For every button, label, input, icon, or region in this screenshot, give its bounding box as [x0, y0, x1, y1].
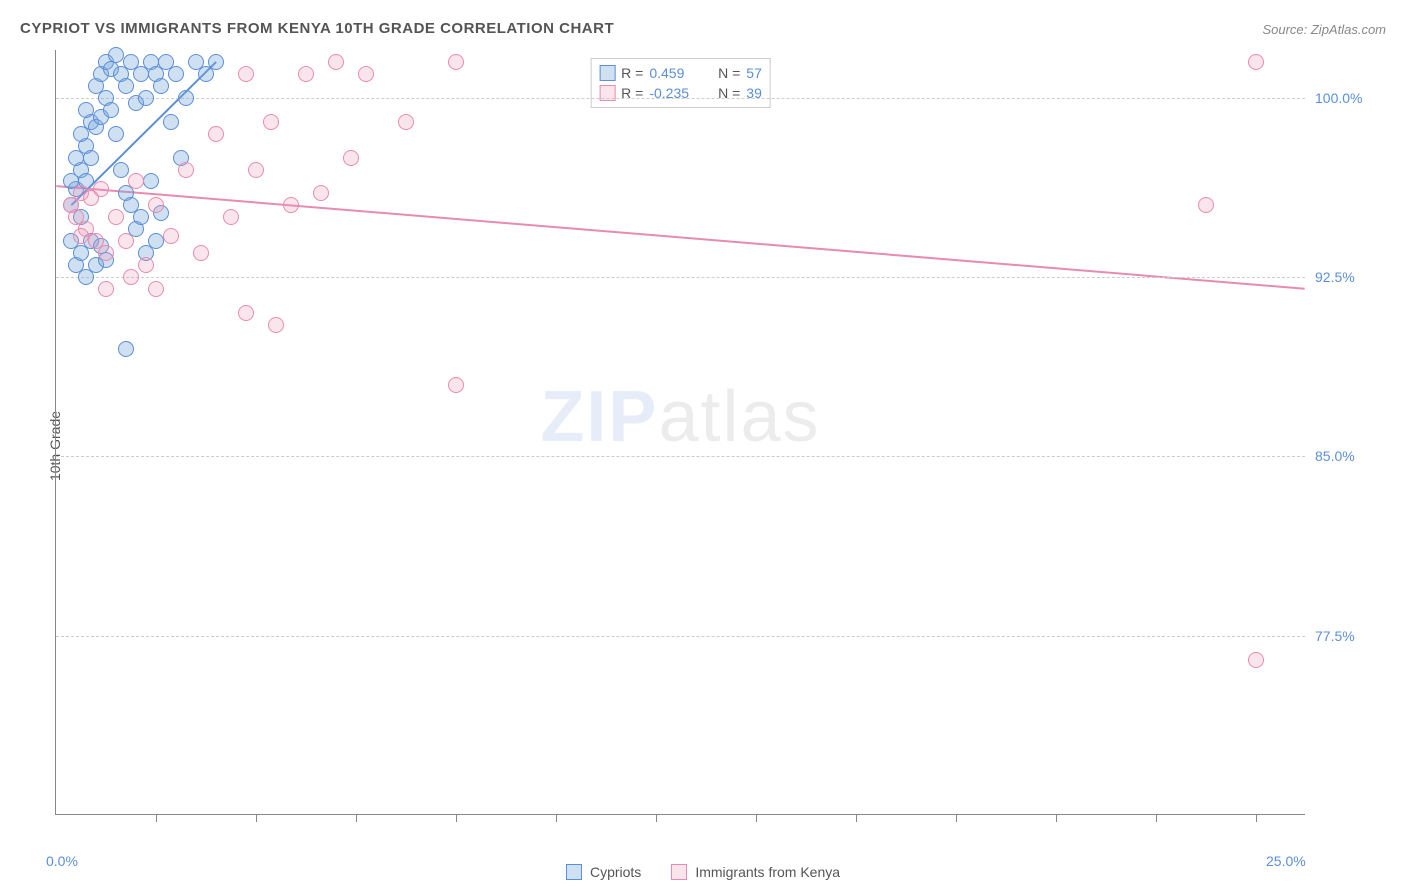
chart-title: CYPRIOT VS IMMIGRANTS FROM KENYA 10TH GR… — [20, 20, 614, 37]
data-point — [328, 54, 344, 70]
data-point — [78, 102, 94, 118]
stat-row: R = 0.459 N = 57 — [599, 63, 762, 83]
data-point — [113, 162, 129, 178]
data-point — [208, 126, 224, 142]
legend-item-kenya: Immigrants from Kenya — [671, 864, 840, 880]
stats-box: R = 0.459 N = 57R = -0.235 N = 39 — [590, 58, 771, 108]
data-point — [1248, 54, 1264, 70]
data-point — [298, 66, 314, 82]
data-point — [98, 245, 114, 261]
data-point — [138, 90, 154, 106]
gridline — [56, 636, 1305, 637]
data-point — [93, 181, 109, 197]
data-point — [238, 305, 254, 321]
xtick — [456, 814, 457, 822]
data-point — [118, 78, 134, 94]
xtick — [556, 814, 557, 822]
data-point — [128, 173, 144, 189]
stat-n-value: 57 — [746, 65, 762, 81]
data-point — [1248, 652, 1264, 668]
legend-item-cypriots: Cypriots — [566, 864, 641, 880]
gridline — [56, 456, 1305, 457]
ytick-label: 77.5% — [1315, 628, 1395, 644]
data-point — [343, 150, 359, 166]
source-label: Source: ZipAtlas.com — [1262, 22, 1386, 37]
data-point — [103, 102, 119, 118]
xtick — [1156, 814, 1157, 822]
data-point — [263, 114, 279, 130]
data-point — [138, 257, 154, 273]
data-point — [118, 341, 134, 357]
data-point — [148, 197, 164, 213]
swatch-blue — [566, 864, 582, 880]
data-point — [398, 114, 414, 130]
data-point — [163, 228, 179, 244]
gridline — [56, 277, 1305, 278]
legend: Cypriots Immigrants from Kenya — [566, 864, 840, 880]
data-point — [163, 114, 179, 130]
xtick — [356, 814, 357, 822]
data-point — [208, 54, 224, 70]
data-point — [108, 209, 124, 225]
data-point — [148, 281, 164, 297]
data-point — [118, 233, 134, 249]
data-point — [168, 66, 184, 82]
stat-r-label: R = — [621, 65, 643, 81]
data-point — [68, 150, 84, 166]
gridline — [56, 98, 1305, 99]
data-point — [98, 281, 114, 297]
legend-label: Cypriots — [590, 864, 641, 880]
ytick-label: 100.0% — [1315, 90, 1395, 106]
data-point — [358, 66, 374, 82]
ytick-label: 92.5% — [1315, 269, 1395, 285]
xtick — [156, 814, 157, 822]
data-point — [123, 269, 139, 285]
xtick — [656, 814, 657, 822]
watermark: ZIPatlas — [540, 376, 820, 458]
data-point — [178, 162, 194, 178]
data-point — [153, 78, 169, 94]
data-point — [108, 47, 124, 63]
data-point — [448, 54, 464, 70]
xtick-label: 25.0% — [1266, 853, 1306, 869]
legend-label: Immigrants from Kenya — [695, 864, 840, 880]
stat-row: R = -0.235 N = 39 — [599, 83, 762, 103]
data-point — [178, 90, 194, 106]
data-point — [108, 126, 124, 142]
data-point — [148, 233, 164, 249]
xtick-label: 0.0% — [46, 853, 78, 869]
data-point — [73, 228, 89, 244]
data-point — [268, 317, 284, 333]
data-point — [223, 209, 239, 225]
xtick — [756, 814, 757, 822]
xtick — [956, 814, 957, 822]
xtick — [856, 814, 857, 822]
trend-lines — [56, 50, 1305, 814]
stat-r-value: 0.459 — [649, 65, 704, 81]
data-point — [448, 377, 464, 393]
data-point — [238, 66, 254, 82]
swatch — [599, 65, 615, 81]
data-point — [248, 162, 264, 178]
stat-n-label: N = — [710, 65, 740, 81]
data-point — [1198, 197, 1214, 213]
xtick — [256, 814, 257, 822]
data-point — [313, 185, 329, 201]
data-point — [73, 126, 89, 142]
swatch-pink — [671, 864, 687, 880]
xtick — [1056, 814, 1057, 822]
ytick-label: 85.0% — [1315, 448, 1395, 464]
data-point — [143, 173, 159, 189]
xtick — [1256, 814, 1257, 822]
data-point — [283, 197, 299, 213]
data-point — [133, 209, 149, 225]
plot-area: ZIPatlas R = 0.459 N = 57R = -0.235 N = … — [55, 50, 1305, 815]
data-point — [83, 150, 99, 166]
data-point — [193, 245, 209, 261]
